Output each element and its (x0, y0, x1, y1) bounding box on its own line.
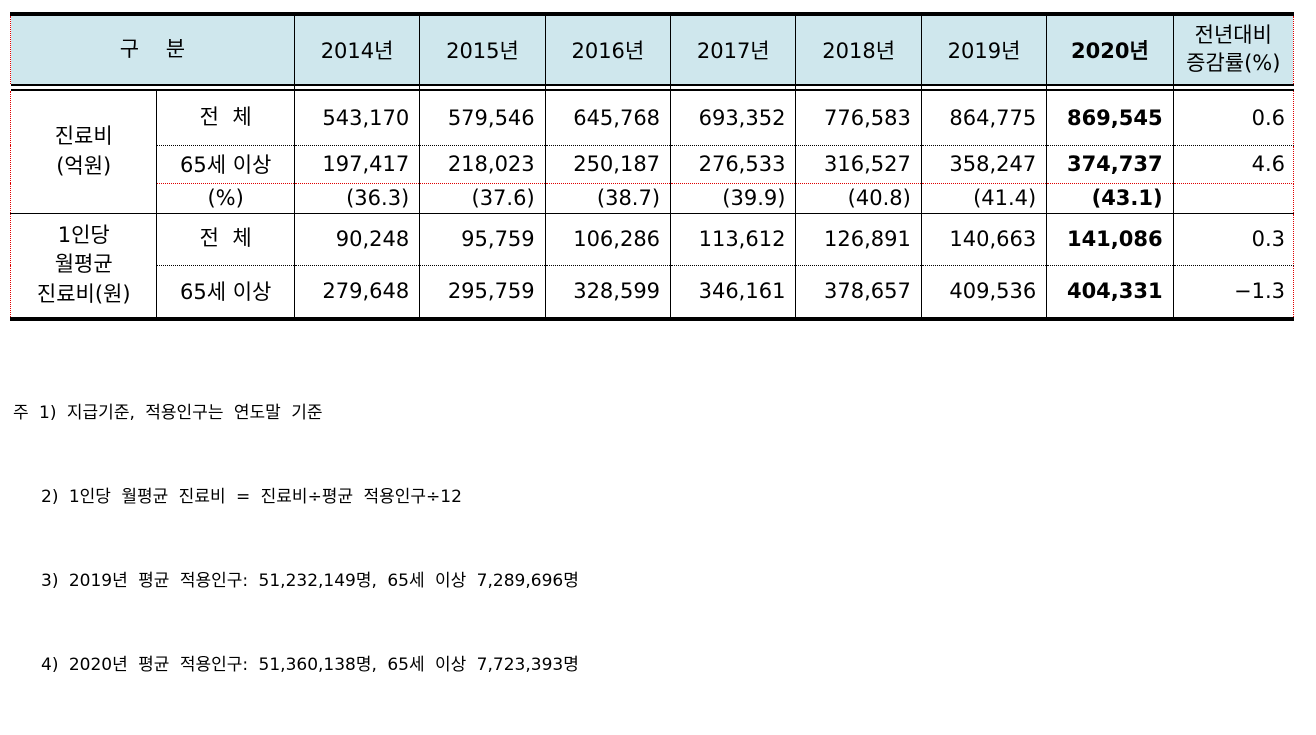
value-cell: 404,331 (1046, 265, 1174, 319)
year-header-2017: 2017년 (670, 14, 796, 84)
footnote-line: 주 1) 지급기준, 적용인구는 연도말 기준 (13, 403, 323, 423)
year-header-2018: 2018년 (795, 14, 922, 84)
footnote-line: 3) 2019년 평균 적용인구: 51,232,149명, 65세 이상 7,… (41, 571, 579, 591)
value-cell: 316,527 (795, 145, 922, 184)
value-cell: 358,247 (920, 145, 1047, 184)
value-cell: 693,352 (670, 91, 796, 146)
medical-expense-table: 구 분 2014년 2015년 2016년 2017년 2018년 2019년 … (9, 12, 1295, 321)
year-header-2016: 2016년 (544, 14, 671, 84)
row-label: 전 체 (156, 213, 295, 266)
value-cell: 126,891 (795, 213, 922, 266)
value-cell: 141,086 (1046, 213, 1174, 266)
value-cell: 543,170 (293, 91, 420, 146)
footnotes: 주 1) 지급기준, 적용인구는 연도말 기준 2) 1인당 월평균 진료비 =… (10, 343, 1316, 735)
table-row-expense-elderly: 65세 이상 197,417 218,023 250,187 276,533 3… (11, 145, 1295, 184)
value-cell: 276,533 (670, 145, 796, 184)
year-header-2015: 2015년 (419, 14, 546, 84)
header-divider (10, 84, 1294, 91)
row-label: 전 체 (156, 91, 295, 146)
row-group-percapita: 1인당 월평균 진료비(원) (9, 213, 157, 320)
year-header-2020: 2020년 (1046, 14, 1174, 84)
table-row-percapita-elderly: 65세 이상 279,648 295,759 328,599 346,161 3… (11, 265, 1295, 319)
table-row-percapita-total: 1인당 월평균 진료비(원) 전 체 90,248 95,759 106,286… (9, 213, 1295, 320)
row-group-expense: 진료비 (억원) (9, 91, 157, 214)
row-label: (%) (156, 183, 295, 214)
value-cell: 279,648 (293, 265, 420, 319)
value-cell: 328,599 (544, 265, 671, 319)
value-cell: (39.9) (670, 183, 796, 214)
value-cell: (38.7) (544, 183, 671, 214)
value-cell: 776,583 (795, 91, 922, 146)
value-cell: (40.8) (795, 183, 922, 214)
value-cell: 95,759 (419, 213, 546, 266)
value-cell: 869,545 (1046, 91, 1174, 146)
footnote-line: 2) 1인당 월평균 진료비 = 진료비÷평균 적용인구÷12 (41, 487, 462, 507)
value-cell: 645,768 (544, 91, 671, 146)
table-row-expense-elderly-pct: (%) (36.3) (37.6) (38.7) (39.9) (40.8) (… (11, 183, 1295, 214)
value-cell: 90,248 (293, 213, 420, 266)
change-cell: 4.6 (1172, 145, 1295, 184)
value-cell: 579,546 (419, 91, 546, 146)
value-cell: 197,417 (293, 145, 420, 184)
value-cell: 218,023 (419, 145, 546, 184)
category-header: 구 분 (10, 14, 295, 84)
value-cell: (36.3) (293, 183, 420, 214)
value-cell: 346,161 (670, 265, 796, 319)
value-cell: 864,775 (920, 91, 1047, 146)
value-cell: 113,612 (670, 213, 796, 266)
change-cell: 0.3 (1172, 213, 1295, 266)
value-cell: 140,663 (920, 213, 1047, 266)
year-header-2014: 2014년 (293, 14, 420, 84)
value-cell: 250,187 (544, 145, 671, 184)
change-cell: 0.6 (1172, 91, 1295, 146)
row-label: 65세 이상 (156, 145, 295, 184)
header-row: 구 분 2014년 2015년 2016년 2017년 2018년 2019년 … (10, 14, 1295, 84)
value-cell: (41.4) (920, 183, 1047, 214)
value-cell: (37.6) (419, 183, 546, 214)
change-rate-header: 전년대비 증감률(%) (1172, 14, 1295, 84)
value-cell: 374,737 (1046, 145, 1174, 184)
row-label: 65세 이상 (156, 265, 295, 319)
footnote-line: 4) 2020년 평균 적용인구: 51,360,138명, 65세 이상 7,… (41, 655, 579, 675)
table-row-expense-total: 진료비 (억원) 전 체 543,170 579,546 645,768 693… (9, 91, 1295, 214)
change-cell (1172, 183, 1295, 214)
change-cell: −1.3 (1172, 265, 1295, 319)
value-cell: 409,536 (920, 265, 1047, 319)
value-cell: 106,286 (544, 213, 671, 266)
value-cell: (43.1) (1046, 183, 1174, 214)
page: 구 분 2014년 2015년 2016년 2017년 2018년 2019년 … (9, 12, 1295, 675)
value-cell: 295,759 (419, 265, 546, 319)
value-cell: 378,657 (795, 265, 922, 319)
year-header-2019: 2019년 (920, 14, 1047, 84)
